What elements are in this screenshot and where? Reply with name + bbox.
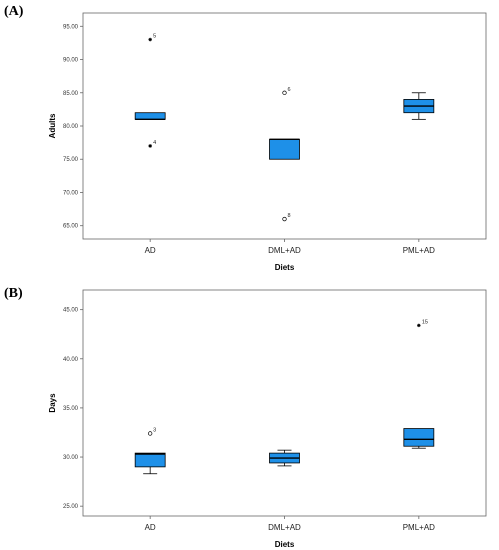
outlier-circle-marker xyxy=(282,90,287,95)
outlier-label: 5 xyxy=(153,34,156,40)
y-tick-label: 25.00 xyxy=(63,504,79,510)
plot-frame xyxy=(82,12,487,240)
outlier-point: 5 xyxy=(148,34,156,42)
y-axis-title: Days xyxy=(48,393,57,413)
box-ad xyxy=(134,452,166,475)
y-tick-label: 95.00 xyxy=(63,24,79,30)
outlier-star-marker xyxy=(417,323,421,328)
outlier-label: 8 xyxy=(288,213,291,219)
box-body xyxy=(403,428,435,447)
y-tick-label: 75.00 xyxy=(63,157,79,163)
box-dml-ad xyxy=(269,449,300,467)
x-category-label: PML+AD xyxy=(403,523,435,532)
y-tick-label: 70.00 xyxy=(63,190,79,196)
y-tick-label: 85.00 xyxy=(63,91,79,97)
box-dml-ad xyxy=(269,138,300,160)
x-category-label: AD xyxy=(145,246,156,255)
outlier-point: 15 xyxy=(417,319,428,328)
outlier-star-marker xyxy=(148,144,152,148)
outlier-point: 6 xyxy=(282,87,291,95)
box-body xyxy=(269,138,300,160)
outlier-point: 8 xyxy=(282,213,291,222)
y-tick-label: 40.00 xyxy=(63,357,79,363)
outlier-label: 4 xyxy=(153,140,156,146)
boxplot-chart-adults: 65.00 70.00 75.00 80.00 85.00 90.00 95.00 AD DML… xyxy=(48,12,487,272)
outlier-circle-marker xyxy=(148,431,153,436)
panel-label-a: (A) xyxy=(4,4,24,19)
panel-label-b: (B) xyxy=(4,286,23,301)
x-category-label: DML+AD xyxy=(268,523,301,532)
outlier-circle-marker xyxy=(282,216,287,222)
y-tick-label: 35.00 xyxy=(63,406,79,412)
outlier-point: 4 xyxy=(148,140,156,148)
boxplot-chart-days: 25.00 30.00 35.00 40.00 45.00 AD DML+AD PML+AD D… xyxy=(48,289,487,549)
outlier-label: 6 xyxy=(288,87,291,93)
x-category-label: AD xyxy=(145,523,156,532)
box-body xyxy=(134,112,166,120)
box-pml-ad xyxy=(403,428,435,449)
outlier-star-marker xyxy=(148,37,152,42)
x-category-label: PML+AD xyxy=(403,246,435,255)
x-axis-title: Diets xyxy=(275,540,295,549)
outlier-point: 3 xyxy=(148,427,156,436)
y-tick-label: 45.00 xyxy=(63,308,79,314)
box-ad xyxy=(134,112,166,121)
x-category-label: DML+AD xyxy=(268,246,301,255)
box-pml-ad xyxy=(403,92,435,120)
box-body xyxy=(134,452,166,468)
y-tick-label: 65.00 xyxy=(63,224,79,230)
x-axis-title: Diets xyxy=(275,263,295,272)
y-tick-label: 30.00 xyxy=(63,455,79,461)
y-axis-title: Adults xyxy=(48,113,57,138)
outlier-label: 3 xyxy=(153,427,156,433)
outlier-label: 15 xyxy=(422,319,428,325)
y-tick-label: 90.00 xyxy=(63,58,79,64)
y-tick-label: 80.00 xyxy=(63,124,79,130)
